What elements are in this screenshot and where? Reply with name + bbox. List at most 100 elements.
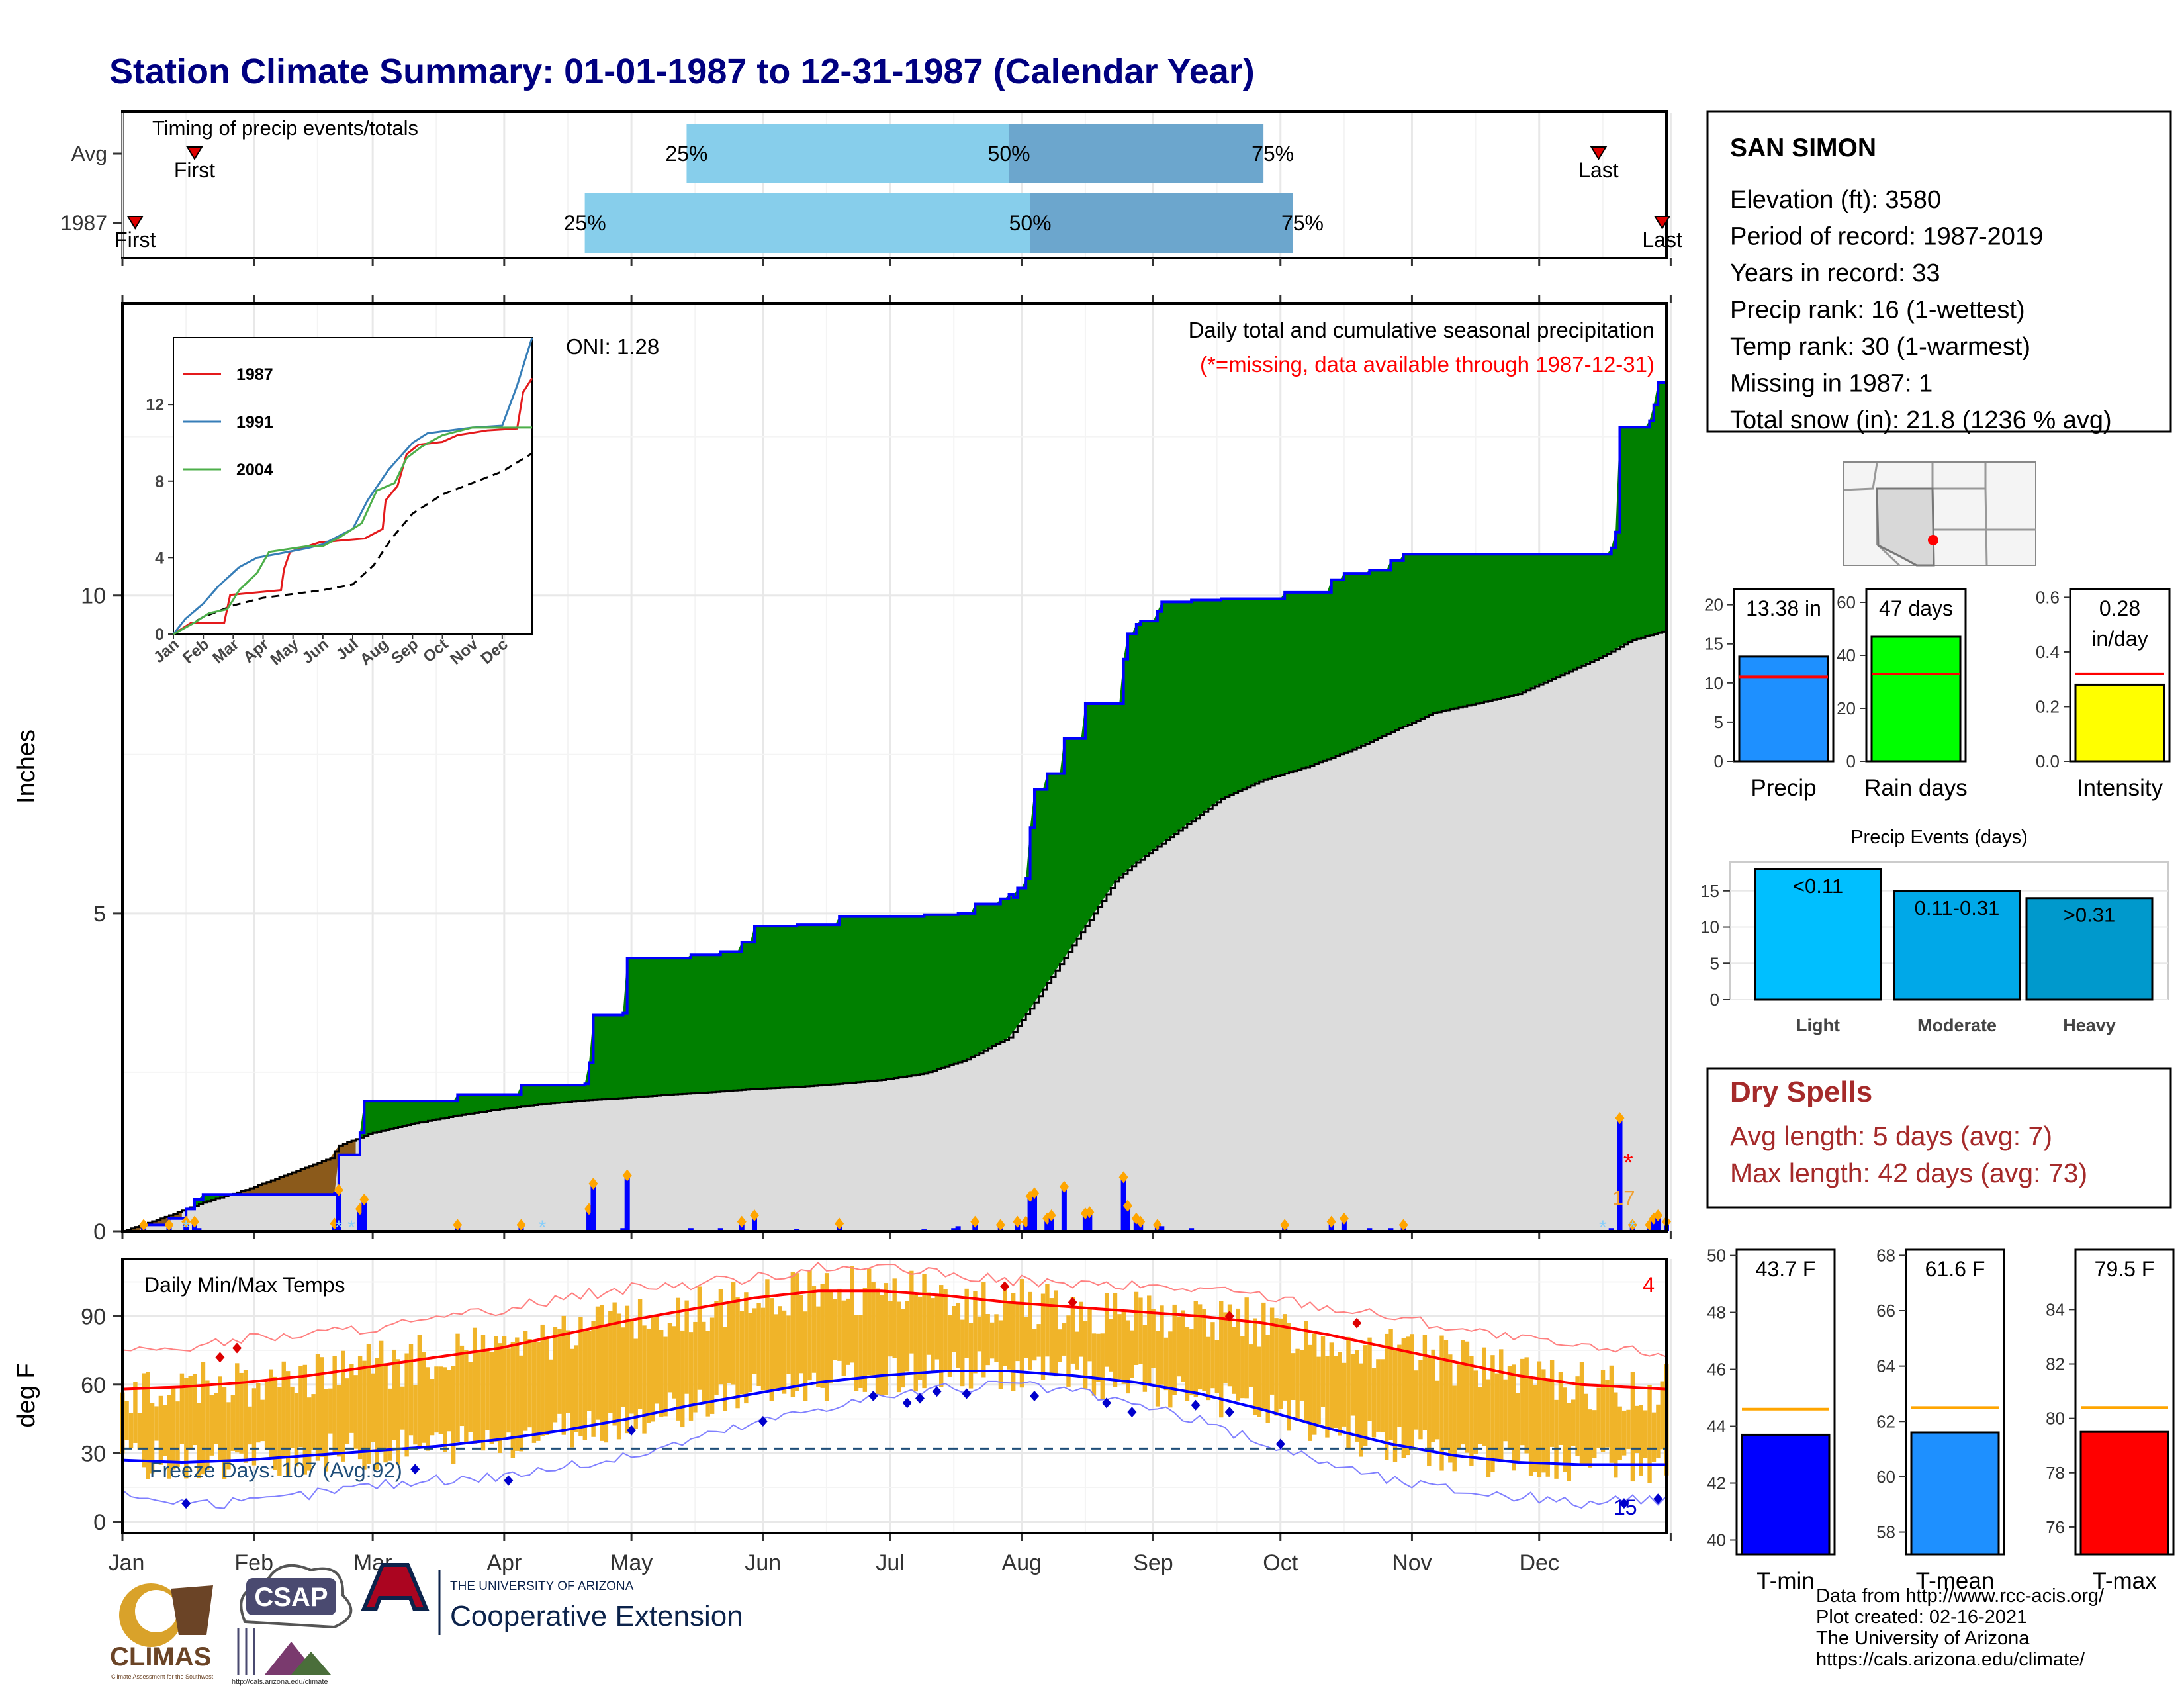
mini-panel-category-label: T-mean [1916,1568,1995,1594]
daily-temp-bar [422,1352,426,1443]
csap-logo: CSAP http://cals.arizona.edu/climate [232,1564,353,1686]
daily-temp-bar [1435,1380,1440,1440]
daily-temp-bar [1036,1324,1041,1357]
mini-panel-bar-T-max [2079,1430,2169,1556]
snow-day-marker: * [335,1217,343,1239]
daily-temp-bar [366,1343,371,1464]
daily-temp-bar [1007,1302,1011,1370]
daily-temp-bar [353,1375,358,1449]
timing-row-label: 1987 [60,211,107,235]
inset-legend-label: 2004 [236,461,273,479]
timing-row-label: Avg [71,142,107,165]
daily-temp-bar [438,1366,443,1434]
daily-temp-bar [591,1321,596,1437]
daily-temp-bar [1376,1359,1381,1432]
inset-series-line-1987 [173,377,533,635]
page-title: Station Climate Summary: 01-01-1987 to 1… [109,52,1255,91]
daily-temp-bar [1253,1318,1257,1415]
oni-label: ONI: 1.28 [566,334,659,359]
daily-temp-bar [154,1406,159,1441]
record-high-marker [1352,1317,1362,1329]
daily-temp-bar [1414,1370,1419,1430]
daily-temp-bar [977,1316,982,1352]
daily-temp-bar [1635,1405,1639,1453]
climas-logo: CLIMAS Climate Assessment for the Southw… [110,1583,214,1680]
snow-day-marker: * [1629,1217,1637,1239]
daily-precip-marker [334,1184,343,1196]
mini-panel-value-label: 61.6 F [1925,1257,1985,1281]
locator-map [1843,461,2036,567]
daily-temp-bar [307,1397,312,1471]
daily-temp-bar [1138,1297,1143,1364]
daily-temp-bar [816,1306,821,1387]
daily-temp-bar [1617,1406,1622,1460]
daily-precip-bar [590,1183,596,1231]
daily-temp-bar [188,1376,193,1450]
daily-temp-bar [1584,1393,1588,1466]
daily-temp-bar [748,1313,752,1393]
daily-temp-bar [163,1405,167,1456]
daily-temp-bar [1295,1348,1300,1421]
daily-temp-bar [1524,1357,1529,1454]
daily-temp-bar [1520,1358,1525,1446]
daily-temp-bar [765,1279,770,1391]
daily-temp-bar [858,1315,863,1388]
daily-temp-bar [1486,1379,1491,1477]
record-low-marker [181,1498,191,1509]
daily-precip-bar [1044,1218,1050,1231]
station-info-line: Total snow (in): 21.8 (1236 % avg) [1730,406,2112,434]
station-name: SAN SIMON [1730,134,1876,162]
daily-precip-marker [1046,1209,1056,1221]
mini-panel-ytick-label: 44 [1707,1417,1726,1436]
precip-events-bar-light [1754,868,1882,1001]
daily-temp-bar [1019,1279,1024,1388]
daily-temp-bar [1227,1304,1232,1387]
station-info-line: Years in record: 33 [1730,259,1940,287]
daily-temp-bar [222,1387,227,1479]
normal-precip-line [122,630,1668,1233]
precip-events-bar-label: <0.11 [1793,874,1843,898]
daily-temp-bar [387,1388,392,1461]
daily-temp-bar [290,1386,295,1448]
temps-panel: Jan Feb Mar Apr May Jun Jul Aug Sep Oct Nov Dec0306… [13,1258,1672,1575]
daily-temp-bar [756,1303,761,1386]
daily-precip-marker [1118,1171,1128,1184]
daily-temp-bar [1236,1308,1241,1401]
daily-temp-bar [1104,1293,1109,1367]
mini-panel-ytick-label: 66 [1876,1301,1895,1321]
precip-events-ytick-label: 10 [1700,917,1719,937]
daily-temp-bar [604,1325,609,1443]
daily-temp-bar [947,1315,952,1378]
mini-panel-value-label: 47 days [1879,596,1953,620]
daily-temp-bar [854,1315,859,1391]
daily-temp-bar [417,1335,422,1446]
daily-temp-bar [235,1363,240,1453]
timing-bar-q1 [686,124,1009,183]
dry-spells-title: Dry Spells [1730,1076,1872,1108]
daily-temp-bar [146,1372,150,1479]
daily-precip-bar [1082,1213,1088,1231]
daily-temp-bar [994,1314,999,1362]
mini-panel-value-label: 13.38 in [1746,596,1821,620]
daily-temp-bar [311,1394,316,1450]
daily-temp-bar [549,1359,553,1434]
timing-p25-label: 25% [665,142,707,165]
daily-temp-bar [570,1348,574,1448]
daily-temp-bar [952,1305,956,1352]
daily-temp-bar [184,1378,189,1479]
daily-temp-bar [672,1326,676,1399]
daily-temp-bar [506,1348,511,1433]
precip-events-bar-moderate [1893,890,2021,1001]
daily-precip-marker [1085,1206,1095,1219]
daily-temp-bar [273,1376,278,1470]
mini-panel-ytick-label: 60 [1837,592,1856,612]
daily-temp-bar [1647,1385,1652,1483]
timing-first-label: First [174,158,215,182]
daily-temp-bar [799,1295,803,1374]
daily-temp-bar [383,1363,388,1463]
record-low-marker [868,1391,878,1401]
temp-xtick-label: Feb [234,1550,273,1575]
footer-line-4: https://cals.arizona.edu/climate/ [1816,1649,2085,1670]
daily-precip-bar [196,1228,202,1231]
